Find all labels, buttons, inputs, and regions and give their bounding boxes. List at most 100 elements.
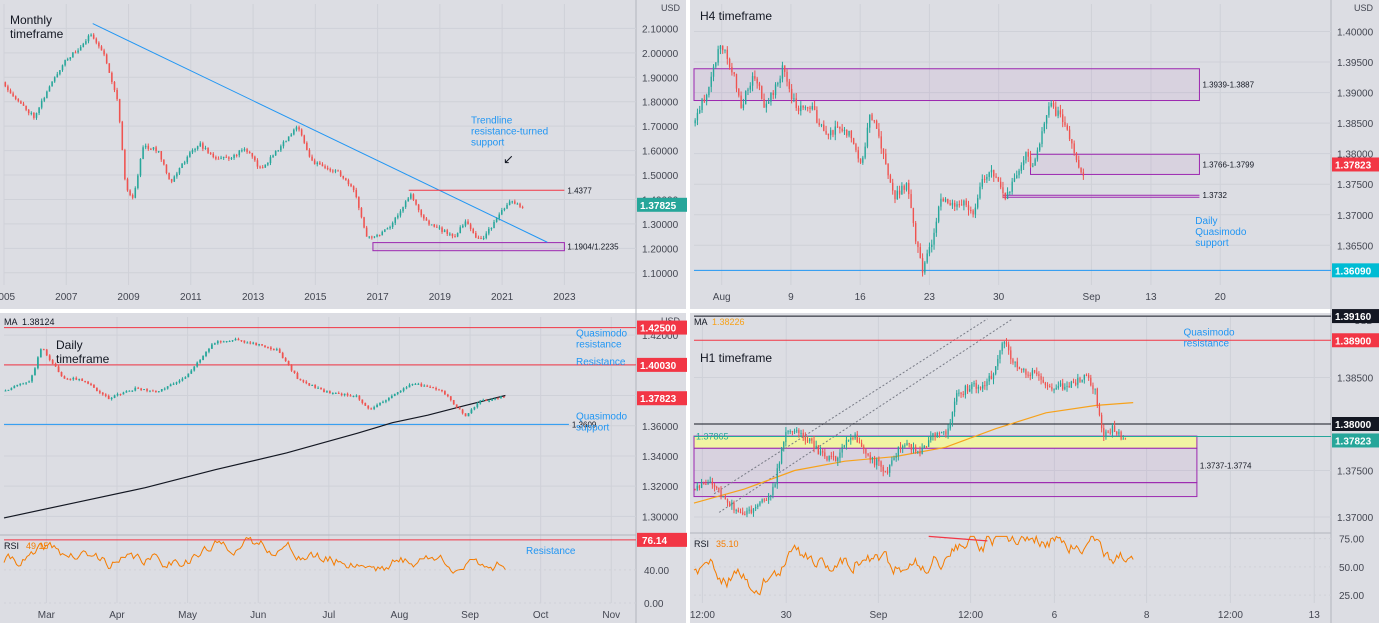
x-tick-label: 30	[781, 610, 793, 621]
y-tick-label: 1.30000	[642, 220, 679, 231]
current-price-label: 1.37823	[640, 394, 677, 405]
candle-body	[997, 177, 1000, 182]
candle-body	[1082, 172, 1085, 176]
x-tick-label: Jul	[322, 610, 335, 621]
candle-body	[506, 204, 508, 209]
y-tick-label: 1.39000	[1337, 89, 1374, 100]
candle-body	[290, 134, 293, 137]
candle-body	[45, 349, 48, 356]
candle-body	[986, 176, 988, 180]
rsi-label: RSI	[694, 539, 709, 549]
candle-body	[407, 198, 410, 202]
candle-body	[905, 182, 908, 190]
candle-body	[984, 385, 986, 387]
annotation-text: resistance	[576, 340, 622, 351]
candle-body	[90, 34, 92, 36]
candle-body	[194, 149, 196, 151]
candle-body	[521, 206, 524, 208]
candle-body	[511, 201, 514, 203]
rsi-tick-label: 40.00	[644, 566, 669, 577]
candle-body	[40, 100, 43, 108]
candle-body	[93, 384, 95, 388]
candle-body	[757, 505, 759, 507]
candle-body	[30, 112, 33, 114]
candle-body	[261, 167, 264, 169]
candle-body	[1038, 374, 1040, 376]
candle-body	[220, 157, 222, 159]
candle-body	[806, 440, 809, 442]
candle-body	[420, 210, 423, 216]
candle-body	[889, 464, 891, 473]
candle-body	[859, 158, 862, 163]
candle-body	[1001, 343, 1003, 351]
candle-body	[1002, 187, 1004, 194]
candle-body	[34, 368, 36, 376]
candle-body	[784, 65, 786, 72]
candle-body	[300, 129, 303, 136]
candle-body	[827, 133, 830, 136]
candle-body	[973, 383, 975, 385]
candle-body	[432, 387, 434, 389]
rsi-tick-label: 0.00	[644, 599, 664, 610]
candle-body	[358, 395, 361, 400]
candle-body	[981, 178, 983, 187]
candle-body	[441, 389, 443, 392]
rsi-label: RSI	[4, 541, 19, 551]
candle-body	[1033, 370, 1036, 373]
candle-body	[396, 392, 399, 394]
zone-rect	[693, 447, 1198, 484]
candle-body	[901, 185, 903, 195]
candle-body	[12, 93, 14, 97]
candle-body	[389, 226, 391, 229]
candle-body	[399, 390, 402, 393]
candle-body	[1027, 374, 1029, 376]
candle-body	[155, 147, 157, 152]
candle-body	[321, 164, 324, 167]
annotation-text: Quasimodo	[1195, 227, 1247, 238]
candle-body	[111, 72, 113, 82]
zone-rect	[372, 242, 565, 252]
candle-body	[116, 394, 119, 396]
candle-body	[405, 387, 408, 389]
candle-body	[871, 114, 873, 121]
candle-body	[923, 446, 925, 448]
candle-body	[977, 198, 979, 208]
candle-body	[924, 262, 926, 273]
candle-body	[982, 385, 984, 389]
candle-body	[213, 343, 216, 345]
candle-body	[417, 383, 420, 385]
candle-body	[326, 167, 329, 169]
candle-body	[382, 401, 384, 403]
current-price-label: 1.37825	[640, 201, 677, 212]
candle-body	[497, 398, 499, 400]
candle-body	[175, 382, 178, 384]
candle-body	[1018, 170, 1020, 176]
candle-body	[1124, 438, 1127, 440]
candle-body	[246, 342, 249, 344]
candle-body	[899, 446, 902, 449]
candle-body	[240, 340, 243, 342]
candle-body	[1032, 165, 1034, 167]
candle-body	[895, 455, 897, 458]
candle-body	[746, 510, 748, 515]
candle-body	[7, 389, 10, 391]
candle-body	[376, 404, 378, 408]
candle-body	[281, 352, 284, 359]
candle-body	[1023, 369, 1025, 371]
candle-body	[329, 391, 331, 394]
candle-body	[936, 433, 938, 438]
candle-body	[797, 108, 800, 112]
candle-body	[700, 483, 703, 488]
candle-body	[1120, 431, 1122, 440]
price-pill-label: 1.36090	[1335, 266, 1372, 277]
y-tick-label: 1.36500	[1337, 241, 1374, 252]
y-tick-label: 1.90000	[642, 73, 679, 84]
y-tick-label: 1.37500	[1337, 180, 1374, 191]
candle-body	[1010, 350, 1012, 360]
candle-body	[754, 76, 756, 79]
candle-body	[912, 208, 915, 224]
candle-body	[795, 98, 797, 109]
candle-body	[225, 156, 228, 158]
current-price-pill	[637, 197, 687, 212]
